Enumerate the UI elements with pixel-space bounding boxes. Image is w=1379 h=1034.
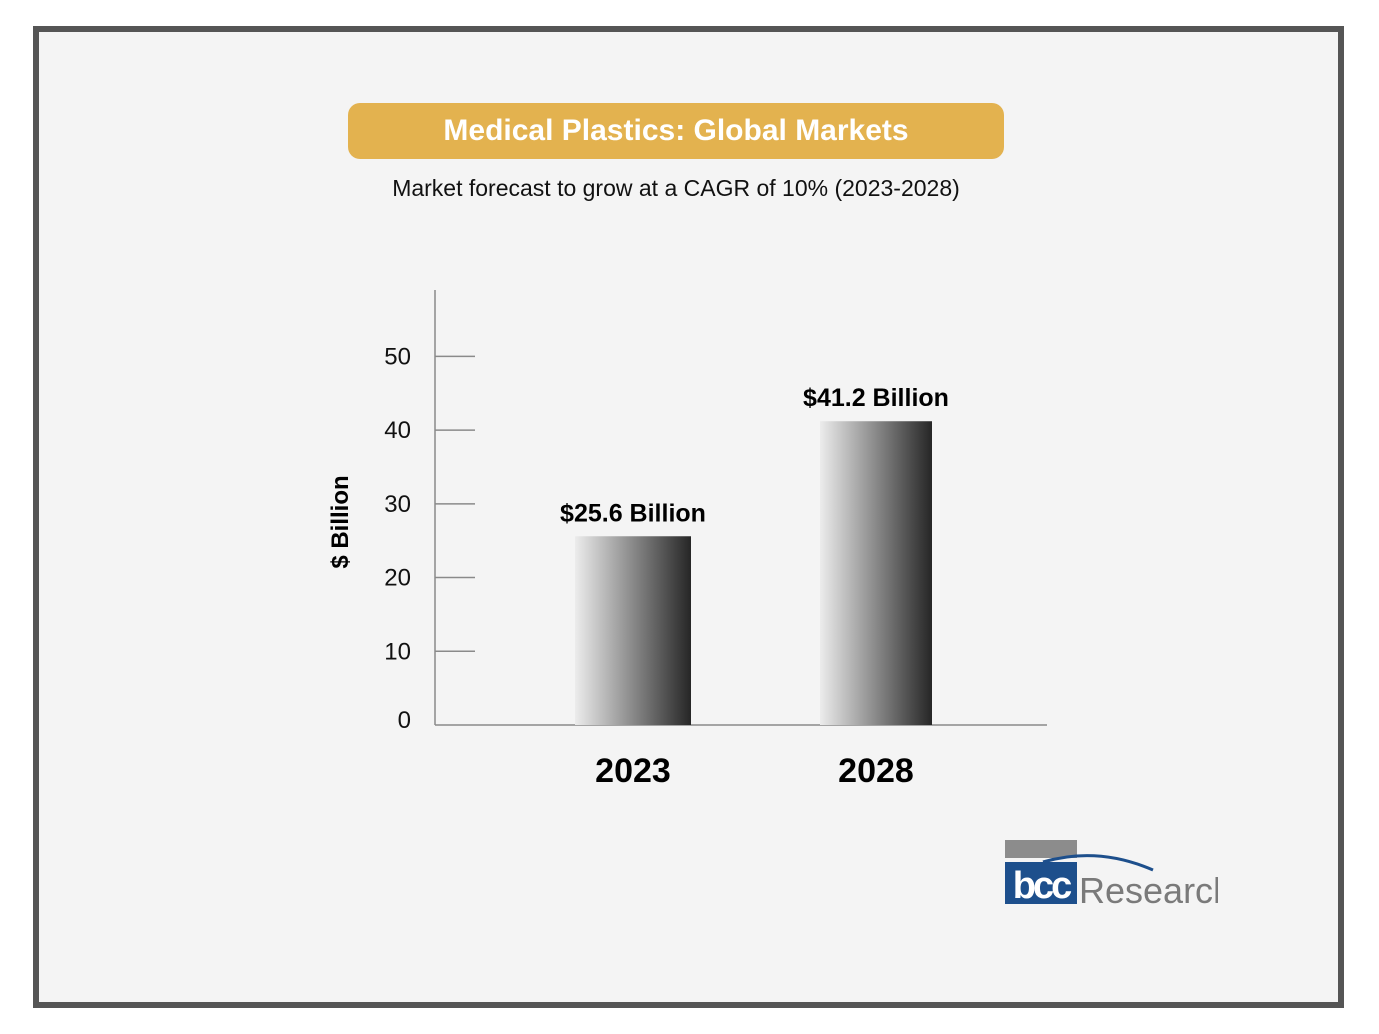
data-label-2023: $25.6 Billion [560, 499, 706, 527]
y-tick-label: 30 [384, 491, 411, 518]
x-tick-label-2028: 2028 [838, 752, 914, 790]
bar-2023 [575, 536, 691, 725]
y-axis-ticks: 0 10 20 30 40 50 [384, 343, 475, 734]
logo-blue-block [1005, 862, 1077, 904]
bars: $25.6 Billion 2023 $41.2 Billion 2028 [560, 384, 949, 790]
data-label-2028: $41.2 Billion [803, 384, 949, 412]
x-tick-label-2023: 2023 [595, 752, 671, 790]
y-axis-label: $ Billion [327, 475, 354, 568]
y-tick-label: 10 [384, 638, 411, 665]
chart-title-text: Medical Plastics: Global Markets [443, 114, 909, 147]
y-tick-label: 50 [384, 343, 411, 370]
chart-frame [33, 26, 1344, 1008]
bcc-research-logo: bcc Research [1005, 840, 1218, 910]
bar-2028 [820, 421, 932, 725]
y-tick-label: 0 [398, 707, 411, 734]
chart-subtitle: Market forecast to grow at a CAGR of 10%… [392, 175, 960, 201]
y-tick-label: 20 [384, 565, 411, 592]
logo-brand-text: bcc [1013, 865, 1072, 907]
logo-grey-block [1005, 840, 1077, 858]
logo-arc [1042, 854, 1154, 872]
logo-research-text: Research [1079, 870, 1218, 910]
y-tick-label: 40 [384, 417, 411, 444]
chart-title: Medical Plastics: Global Markets [348, 103, 1004, 159]
